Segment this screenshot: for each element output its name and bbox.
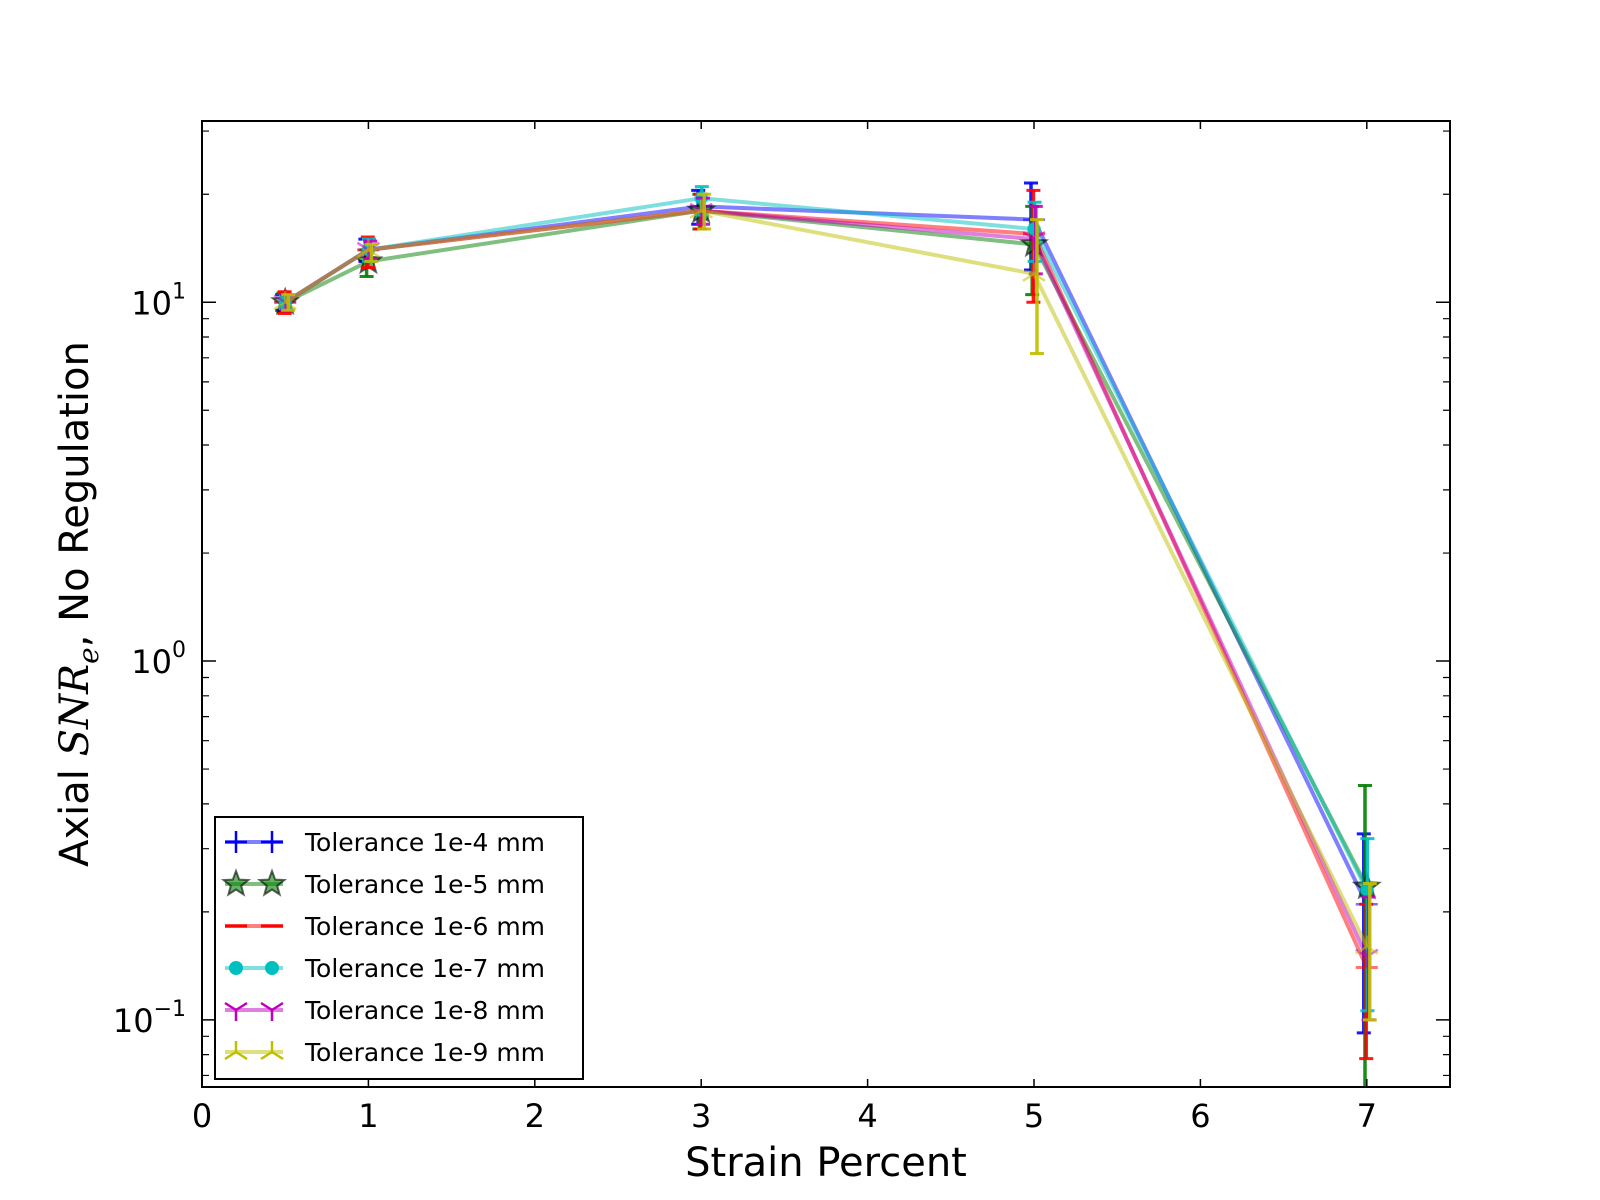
data-point bbox=[273, 291, 297, 311]
legend-marker bbox=[220, 868, 252, 897]
legend-item: Tolerance 1e-4 mm bbox=[225, 828, 545, 857]
legend-label: Tolerance 1e-6 mm bbox=[304, 912, 545, 941]
error-bar bbox=[1362, 881, 1377, 1022]
x-tick-label: 4 bbox=[857, 1097, 877, 1135]
x-axis-title: Strain Percent bbox=[685, 1140, 967, 1186]
legend-marker bbox=[225, 831, 247, 853]
y-axis-title-prefix: Axial bbox=[52, 756, 98, 867]
series-layer bbox=[270, 181, 1382, 1087]
legend-marker bbox=[260, 1041, 284, 1061]
legend-item: Tolerance 1e-8 mm bbox=[224, 996, 545, 1025]
x-tick-label: 2 bbox=[525, 1097, 545, 1135]
x-tick-label: 0 bbox=[192, 1097, 212, 1135]
data-point bbox=[689, 199, 713, 219]
legend-marker bbox=[229, 961, 243, 975]
legend-marker bbox=[261, 831, 283, 853]
series-line bbox=[284, 196, 1369, 891]
legend-label: Tolerance 1e-8 mm bbox=[304, 996, 545, 1025]
legend-label: Tolerance 1e-7 mm bbox=[304, 954, 545, 983]
legend-item: Tolerance 1e-7 mm bbox=[225, 954, 545, 983]
legend-label: Tolerance 1e-5 mm bbox=[304, 870, 545, 899]
series-6 bbox=[273, 192, 1379, 1022]
legend-marker bbox=[256, 868, 288, 897]
legend-item: Tolerance 1e-6 mm bbox=[225, 912, 545, 941]
y-axis-title-math-sub: e bbox=[72, 647, 105, 664]
legend-marker bbox=[260, 1001, 284, 1021]
x-tick-label: 6 bbox=[1190, 1097, 1210, 1135]
y-tick-label: 10−1 bbox=[113, 997, 186, 1040]
legend-label: Tolerance 1e-4 mm bbox=[304, 828, 545, 857]
y-axis-title-suffix: , No Regulation bbox=[52, 341, 98, 647]
y-axis-title-math: SNR bbox=[52, 664, 98, 757]
legend-marker bbox=[265, 961, 279, 975]
x-tick-label: 5 bbox=[1024, 1097, 1044, 1135]
x-tick-label: 7 bbox=[1357, 1097, 1377, 1135]
legend-item: Tolerance 1e-5 mm bbox=[220, 868, 545, 899]
data-point bbox=[1355, 935, 1379, 955]
plot-frame bbox=[201, 120, 1451, 1088]
data-point bbox=[356, 238, 381, 258]
data-point bbox=[1022, 262, 1046, 282]
legend-marker bbox=[224, 1001, 248, 1021]
legend-marker bbox=[224, 1041, 248, 1061]
series-line bbox=[284, 208, 1369, 888]
y-tick-label: 101 bbox=[131, 279, 186, 322]
x-tick-label: 3 bbox=[691, 1097, 711, 1135]
error-bar bbox=[1030, 218, 1044, 355]
ticks-layer: 0 1 2 3 4 5 6 7 10−1 100 101 bbox=[113, 121, 1450, 1135]
series-line bbox=[284, 204, 1369, 906]
legend-box bbox=[214, 816, 584, 1080]
y-tick-label: 100 bbox=[131, 638, 186, 681]
x-tick-label: 1 bbox=[358, 1097, 378, 1135]
legend: Tolerance 1e-4 mm Tolerance 1e-5 mm Tolera… bbox=[214, 816, 584, 1080]
legend-item: Tolerance 1e-9 mm bbox=[224, 1038, 545, 1067]
legend-label: Tolerance 1e-9 mm bbox=[304, 1038, 545, 1067]
y-axis-title: Axial SNRe, No Regulation bbox=[52, 341, 105, 867]
